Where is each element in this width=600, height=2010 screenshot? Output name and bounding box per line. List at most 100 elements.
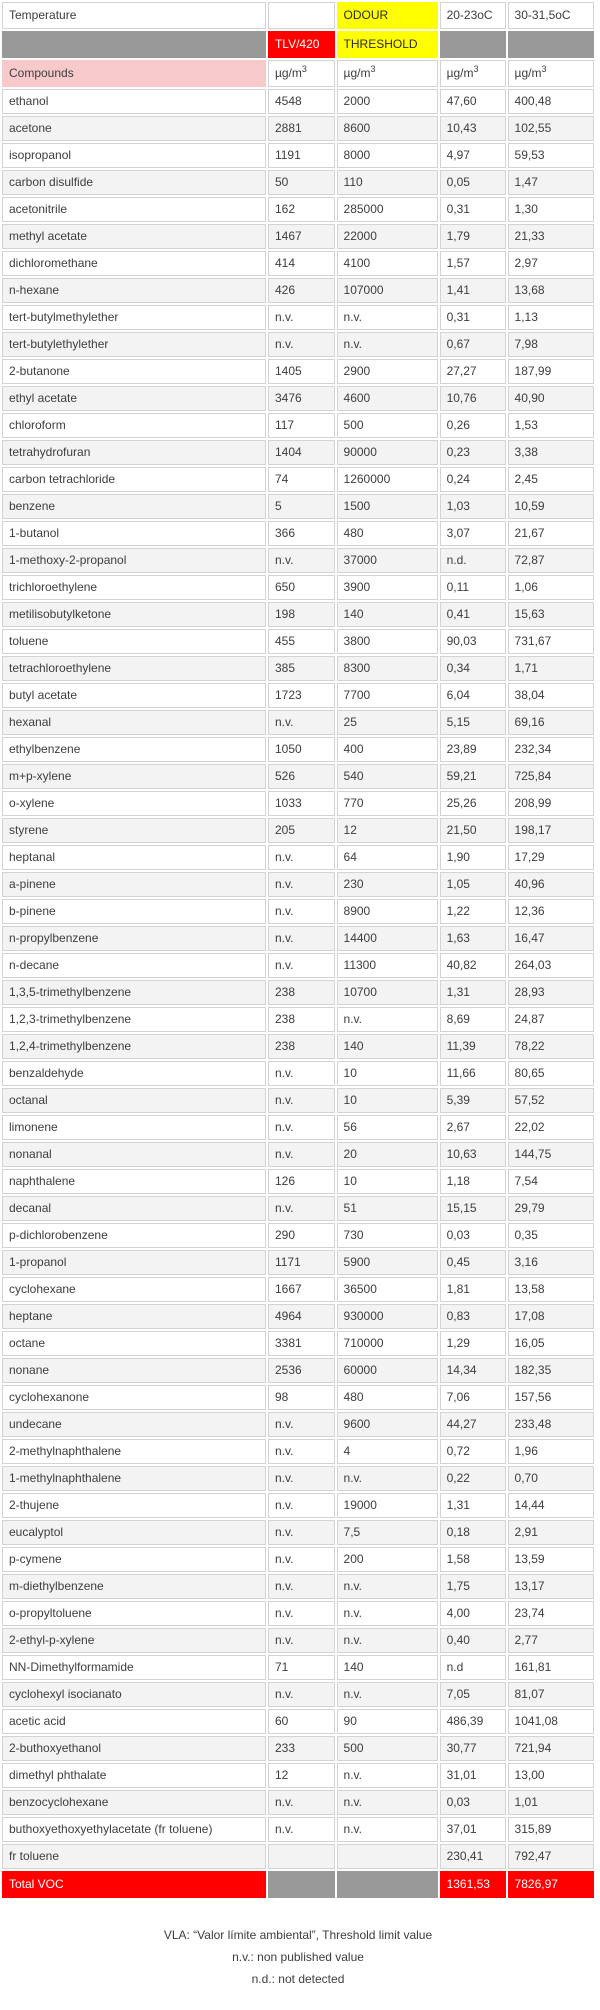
footnote-vla: VLA: “Valor límite ambiental”, Threshold… bbox=[163, 1928, 433, 1942]
value-20-23: 0,26 bbox=[439, 413, 506, 438]
table-row: dimethyl phthalate 12 n.v. 31,01 13,00 bbox=[2, 1763, 594, 1788]
odour-threshold-value: 4600 bbox=[336, 386, 438, 411]
tlv-value: 50 bbox=[267, 170, 335, 195]
odour-threshold-value: 140 bbox=[336, 1034, 438, 1059]
value-30-315: 2,97 bbox=[507, 251, 594, 276]
value-30-315: 69,16 bbox=[507, 710, 594, 735]
table-row: p-dichlorobenzene 290 730 0,03 0,35 bbox=[2, 1223, 594, 1248]
value-20-23: 0,41 bbox=[439, 602, 506, 627]
table-row: acetone 2881 8600 10,43 102,55 bbox=[2, 116, 594, 141]
odour-threshold-value bbox=[336, 1844, 438, 1869]
value-30-315: 400,48 bbox=[507, 89, 594, 114]
tlv-value: n.v. bbox=[267, 1412, 335, 1437]
value-30-315: 81,07 bbox=[507, 1682, 594, 1707]
table-row: benzocyclohexane n.v. n.v. 0,03 1,01 bbox=[2, 1790, 594, 1815]
odour-threshold-value: n.v. bbox=[336, 1790, 438, 1815]
table-row: limonene n.v. 56 2,67 22,02 bbox=[2, 1115, 594, 1140]
compound-name: 2-methylnaphthalene bbox=[2, 1439, 266, 1464]
table-row: cyclohexyl isocianato n.v. n.v. 7,05 81,07 bbox=[2, 1682, 594, 1707]
tlv-value: n.v. bbox=[267, 1682, 335, 1707]
compound-name: nonane bbox=[2, 1358, 266, 1383]
compound-name: limonene bbox=[2, 1115, 266, 1140]
total-voc-label: Total VOC bbox=[2, 1871, 266, 1898]
tlv-value: n.v. bbox=[267, 1061, 335, 1086]
odour-threshold-value: 8000 bbox=[336, 143, 438, 168]
odour-threshold-value: 4 bbox=[336, 1439, 438, 1464]
tlv-value: 455 bbox=[267, 629, 335, 654]
odour-threshold-value: 19000 bbox=[336, 1493, 438, 1518]
table-body: ethanol 4548 2000 47,60 400,48 acetone 2881 860… bbox=[2, 89, 594, 1869]
value-20-23: 14,34 bbox=[439, 1358, 506, 1383]
compound-name: acetonitrile bbox=[2, 197, 266, 222]
tlv-value: 238 bbox=[267, 980, 335, 1005]
value-20-23: 4,00 bbox=[439, 1601, 506, 1626]
tlv-value: 3381 bbox=[267, 1331, 335, 1356]
value-20-23: 44,27 bbox=[439, 1412, 506, 1437]
compound-name: undecane bbox=[2, 1412, 266, 1437]
compound-name: dichloromethane bbox=[2, 251, 266, 276]
table-row: tert-butylethylether n.v. n.v. 0,67 7,98 bbox=[2, 332, 594, 357]
table-row: 1-butanol 366 480 3,07 21,67 bbox=[2, 521, 594, 546]
value-30-315: 3,38 bbox=[507, 440, 594, 465]
value-20-23: 11,66 bbox=[439, 1061, 506, 1086]
compound-name: m+p-xylene bbox=[2, 764, 266, 789]
value-20-23: 0,11 bbox=[439, 575, 506, 600]
value-20-23: 37,01 bbox=[439, 1817, 506, 1842]
table-row: o-propyltoluene n.v. n.v. 4,00 23,74 bbox=[2, 1601, 594, 1626]
odour-threshold-value: 56 bbox=[336, 1115, 438, 1140]
value-20-23: 0,67 bbox=[439, 332, 506, 357]
odour-threshold-value: n.v. bbox=[336, 1574, 438, 1599]
compound-name: 2-butanone bbox=[2, 359, 266, 384]
table-row: buthoxyethoxyethylacetate (fr toluene) n.… bbox=[2, 1817, 594, 1842]
odour-threshold-value: 730 bbox=[336, 1223, 438, 1248]
value-20-23: 1,03 bbox=[439, 494, 506, 519]
threshold-label: THRESHOLD bbox=[336, 31, 438, 58]
compound-name: p-dichlorobenzene bbox=[2, 1223, 266, 1248]
value-20-23: 1,05 bbox=[439, 872, 506, 897]
compound-name: carbon tetrachloride bbox=[2, 467, 266, 492]
value-30-315: 57,52 bbox=[507, 1088, 594, 1113]
tlv-value: 650 bbox=[267, 575, 335, 600]
tlv-value: 1171 bbox=[267, 1250, 335, 1275]
odour-threshold-value: n.v. bbox=[336, 332, 438, 357]
compound-name: n-propylbenzene bbox=[2, 926, 266, 951]
value-20-23: 40,82 bbox=[439, 953, 506, 978]
table-row: 1,2,4-trimethylbenzene 238 140 11,39 78,22 bbox=[2, 1034, 594, 1059]
gray-spacer-cell bbox=[2, 31, 266, 58]
value-30-315: 38,04 bbox=[507, 683, 594, 708]
gray-spacer-cell bbox=[439, 31, 506, 58]
tlv-value: 414 bbox=[267, 251, 335, 276]
table-row: 2-butanone 1405 2900 27,27 187,99 bbox=[2, 359, 594, 384]
tlv-value: n.v. bbox=[267, 845, 335, 870]
compound-name: octane bbox=[2, 1331, 266, 1356]
table-row: p-cymene n.v. 200 1,58 13,59 bbox=[2, 1547, 594, 1572]
value-20-23: 0,31 bbox=[439, 197, 506, 222]
value-20-23: 0,03 bbox=[439, 1790, 506, 1815]
compound-name: benzaldehyde bbox=[2, 1061, 266, 1086]
value-30-315: 16,47 bbox=[507, 926, 594, 951]
value-30-315: 1,96 bbox=[507, 1439, 594, 1464]
compound-name: 1-methoxy-2-propanol bbox=[2, 548, 266, 573]
table-header: Temperature ODOUR 20-23oC 30-31,5oC TLV/… bbox=[2, 2, 594, 87]
value-30-315: 22,02 bbox=[507, 1115, 594, 1140]
value-30-315: 792,47 bbox=[507, 1844, 594, 1869]
table-row: 1-methylnaphthalene n.v. n.v. 0,22 0,70 bbox=[2, 1466, 594, 1491]
value-30-315: 15,63 bbox=[507, 602, 594, 627]
odour-threshold-value: 1500 bbox=[336, 494, 438, 519]
table-row: cyclohexanone 98 480 7,06 157,56 bbox=[2, 1385, 594, 1410]
value-30-315: 725,84 bbox=[507, 764, 594, 789]
unit-cell: µg/m3 bbox=[439, 60, 506, 87]
total-row: Total VOC 1361,53 7826,97 bbox=[2, 1871, 594, 1898]
value-30-315: 232,34 bbox=[507, 737, 594, 762]
table-row: 1,3,5-trimethylbenzene 238 10700 1,31 28,93 bbox=[2, 980, 594, 1005]
tlv-value: 12 bbox=[267, 1763, 335, 1788]
value-20-23: 0,05 bbox=[439, 170, 506, 195]
table-row: acetonitrile 162 285000 0,31 1,30 bbox=[2, 197, 594, 222]
value-30-315: 187,99 bbox=[507, 359, 594, 384]
value-20-23: 0,45 bbox=[439, 1250, 506, 1275]
compound-name: tert-butylmethylether bbox=[2, 305, 266, 330]
odour-threshold-value: 10 bbox=[336, 1169, 438, 1194]
compound-name: m-diethylbenzene bbox=[2, 1574, 266, 1599]
tlv-value: n.v. bbox=[267, 953, 335, 978]
value-30-315: 13,17 bbox=[507, 1574, 594, 1599]
